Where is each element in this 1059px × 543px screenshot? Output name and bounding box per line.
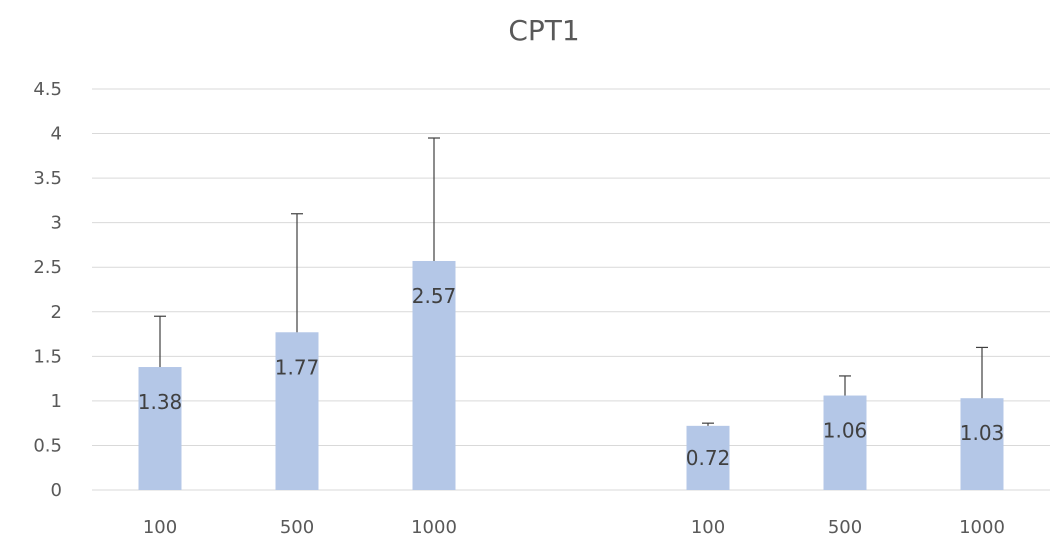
x-tick-label-4: 100 [691,517,725,538]
y-tick-label-4: 2 [51,302,62,323]
error-bar-2 [428,137,440,261]
y-tick-label-3: 1.5 [33,346,62,367]
x-tick-label-6: 1000 [959,517,1005,538]
error-bars [154,137,988,426]
data-label-4: 0.72 [686,446,731,470]
y-tick-label-8: 4 [51,124,62,145]
error-bar-5 [839,375,851,396]
y-axis-tick-labels: 0 0.5 1 1.5 2 2.5 3 3.5 4 4.5 [33,79,62,501]
x-tick-label-0: 100 [143,517,177,538]
y-tick-label-6: 3 [51,213,62,234]
data-label-0: 1.38 [138,390,183,414]
error-bar-6 [976,346,988,399]
y-tick-label-9: 4.5 [33,79,62,100]
y-tick-label-0: 0 [51,480,62,501]
gridlines [92,88,1050,491]
error-bar-0 [154,315,166,368]
data-label-5: 1.06 [823,419,868,443]
data-label-1: 1.77 [275,355,320,379]
y-tick-label-5: 2.5 [33,257,62,278]
x-tick-label-5: 500 [828,517,862,538]
x-tick-label-2: 1000 [411,517,457,538]
bar-4 [686,425,730,490]
error-bar-4 [702,422,714,426]
x-axis-tick-labels: 100 500 1000 100 500 1000 [143,517,1005,538]
bar-5 [823,395,867,490]
error-bar-1 [291,213,303,333]
bar-0 [138,367,182,490]
x-tick-label-1: 500 [280,517,314,538]
data-label-6: 1.03 [960,421,1005,445]
y-tick-label-1: 0.5 [33,435,62,456]
y-tick-label-7: 3.5 [33,168,62,189]
bar-1 [275,332,319,490]
bar-6 [960,398,1004,490]
y-tick-label-2: 1 [51,391,62,412]
chart-title: CPT1 [508,14,579,47]
data-labels: 1.38 1.77 2.57 0.72 1.06 1.03 [138,284,1005,470]
bar-2 [412,260,456,490]
bars [138,260,1004,490]
data-label-2: 2.57 [412,284,457,308]
